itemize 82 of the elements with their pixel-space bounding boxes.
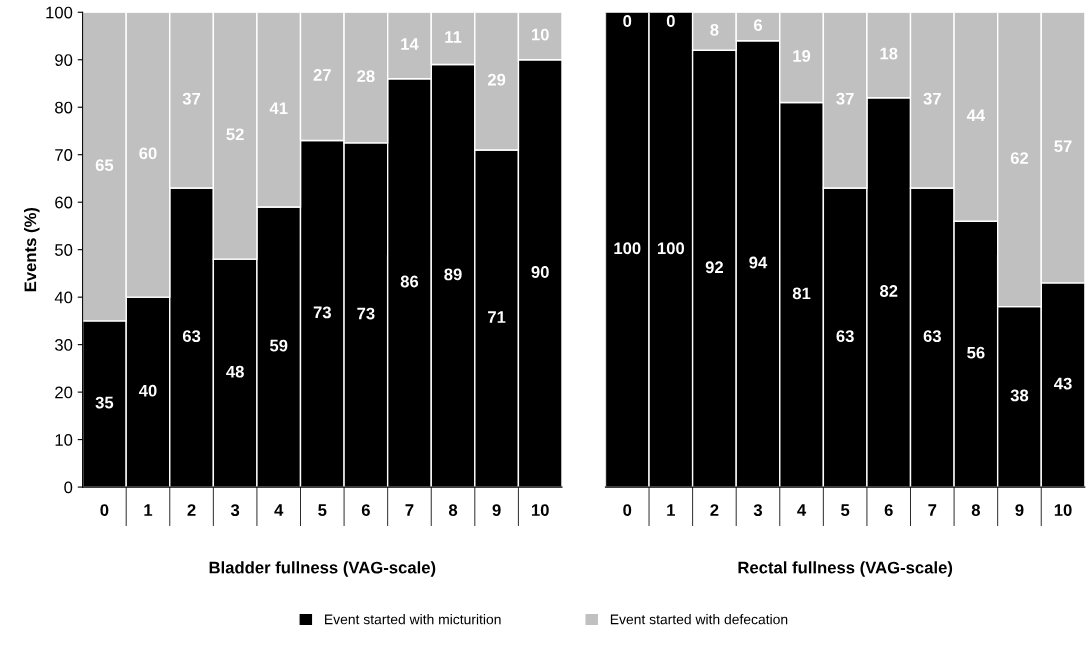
x-axis-title: Bladder fullness (VAG-scale) bbox=[209, 561, 436, 577]
y-tick-label: 80 bbox=[55, 101, 73, 114]
x-tick-label: 9 bbox=[492, 504, 501, 516]
y-tick-label: 10 bbox=[55, 434, 73, 446]
data-label: 52 bbox=[226, 128, 244, 141]
data-label: 27 bbox=[313, 69, 331, 81]
data-label: 81 bbox=[792, 287, 811, 300]
data-label: 14 bbox=[401, 38, 419, 50]
data-label: 62 bbox=[1010, 152, 1029, 164]
y-axis-title: Events (%) bbox=[23, 207, 40, 292]
data-label: 0 bbox=[623, 15, 632, 27]
data-label: 100 bbox=[614, 242, 641, 255]
data-label: 86 bbox=[400, 275, 419, 288]
data-label: 0 bbox=[666, 15, 675, 27]
x-tick-label: 5 bbox=[841, 504, 850, 516]
x-tick-label: 2 bbox=[710, 504, 719, 516]
x-tick-label: 5 bbox=[318, 504, 327, 516]
x-tick-label: 6 bbox=[884, 504, 893, 516]
x-tick-label: 1 bbox=[144, 504, 153, 516]
y-tick-label: 50 bbox=[55, 244, 73, 256]
data-label: 38 bbox=[1010, 389, 1029, 402]
data-label: 18 bbox=[880, 47, 898, 60]
legend-label: Event started with defecation bbox=[610, 614, 788, 625]
data-label: 71 bbox=[488, 311, 506, 323]
data-label: 40 bbox=[138, 384, 157, 397]
x-tick-label: 6 bbox=[361, 504, 370, 516]
data-label: 90 bbox=[531, 266, 549, 278]
x-tick-label: 4 bbox=[797, 504, 807, 516]
data-label: 35 bbox=[95, 396, 114, 409]
data-label: 65 bbox=[95, 159, 114, 172]
data-label: 44 bbox=[966, 109, 986, 122]
data-label: 73 bbox=[313, 306, 331, 319]
data-label: 63 bbox=[182, 330, 201, 343]
data-label: 6 bbox=[753, 19, 763, 31]
data-label: 73 bbox=[357, 307, 375, 320]
x-tick-label: 3 bbox=[230, 504, 240, 517]
y-tick-label: 40 bbox=[54, 291, 73, 304]
x-tick-label: 1 bbox=[667, 504, 675, 516]
data-label: 82 bbox=[879, 285, 898, 297]
y-tick-label: 0 bbox=[64, 481, 73, 494]
y-tick-label: 70 bbox=[55, 149, 73, 161]
data-label: 56 bbox=[967, 346, 985, 359]
data-label: 41 bbox=[269, 102, 288, 114]
x-tick-label: 2 bbox=[187, 504, 196, 516]
x-tick-label: 9 bbox=[1015, 504, 1024, 516]
data-label: 11 bbox=[445, 31, 462, 43]
data-label: 100 bbox=[657, 242, 685, 255]
data-label: 28 bbox=[357, 70, 375, 83]
data-label: 60 bbox=[139, 147, 157, 160]
data-label: 48 bbox=[226, 365, 244, 378]
x-tick-label: 7 bbox=[928, 504, 937, 516]
data-label: 89 bbox=[444, 268, 462, 281]
data-label: 63 bbox=[923, 330, 941, 343]
x-tick-label: 8 bbox=[971, 504, 980, 516]
y-tick-label: 20 bbox=[55, 386, 73, 399]
x-tick-label: 0 bbox=[623, 504, 632, 516]
data-label: 63 bbox=[836, 330, 854, 343]
data-label: 19 bbox=[793, 50, 811, 62]
x-tick-label: 0 bbox=[100, 504, 109, 516]
x-tick-label: 8 bbox=[448, 504, 458, 516]
y-tick-label: 30 bbox=[54, 339, 73, 351]
y-tick-label: 90 bbox=[55, 54, 73, 66]
data-label: 43 bbox=[1054, 377, 1072, 390]
data-label: 92 bbox=[705, 261, 724, 274]
data-label: 10 bbox=[531, 28, 549, 41]
x-tick-label: 10 bbox=[1054, 504, 1072, 516]
y-tick-label: 60 bbox=[55, 196, 73, 209]
data-label: 29 bbox=[487, 73, 506, 86]
x-axis-title: Rectal fullness (VAG-scale) bbox=[738, 561, 953, 577]
data-label: 57 bbox=[1054, 140, 1072, 153]
data-label: 8 bbox=[710, 23, 719, 36]
data-label: 37 bbox=[182, 92, 201, 105]
y-tick-label: 100 bbox=[46, 6, 73, 19]
x-tick-label: 4 bbox=[274, 504, 284, 516]
x-tick-label: 3 bbox=[753, 504, 763, 517]
data-label: 94 bbox=[749, 256, 768, 269]
data-label: 37 bbox=[836, 92, 854, 105]
data-label: 59 bbox=[269, 339, 288, 352]
data-label: 37 bbox=[923, 92, 941, 105]
x-tick-label: 7 bbox=[405, 504, 414, 516]
legend-label: Event started with micturition bbox=[325, 614, 501, 625]
x-tick-label: 10 bbox=[531, 504, 549, 516]
